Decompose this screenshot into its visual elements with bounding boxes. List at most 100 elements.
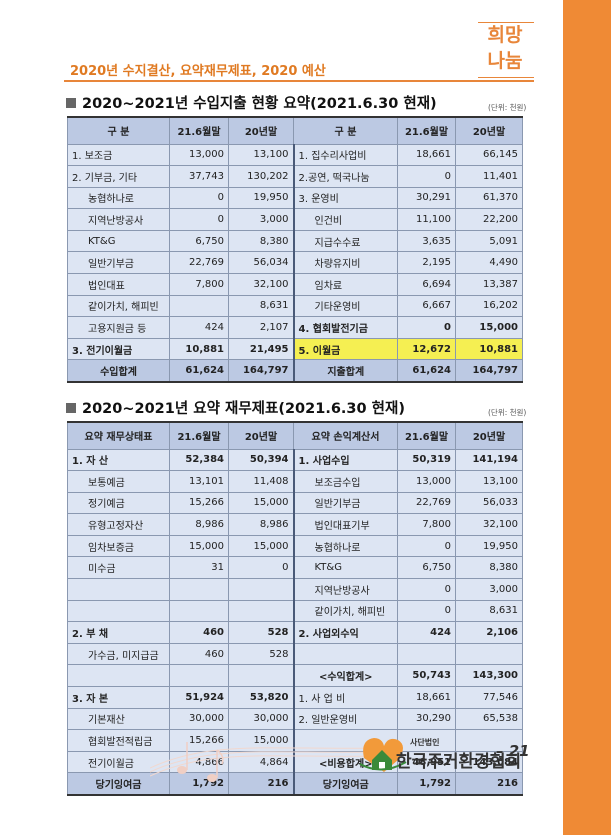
footer-org-name: 한국주거환경협회 (396, 752, 522, 772)
table-cell: <수익합계> (293, 664, 398, 688)
page-number-value: 21 (508, 742, 530, 760)
table-cell (397, 642, 456, 666)
table-cell: 424 (397, 621, 456, 644)
table-cell: 임차료 (293, 273, 398, 296)
square-bullet-icon (66, 98, 76, 108)
table-row: 법인대표 7,800 32,100 임차료 6,694 13,387 (67, 273, 523, 296)
table-cell: 164,797 (228, 359, 295, 383)
table-cell: 유형고정자산 (67, 513, 170, 536)
table-cell: 1. 사업수입 (293, 448, 398, 472)
table-cell (293, 642, 398, 666)
table-total-row: 수입합계 61,624 164,797 지출합계 61,624 164,797 (67, 359, 523, 383)
table-cell: 528 (228, 621, 295, 644)
table-cell: 보조금수입 (293, 470, 398, 493)
table-cell: 15,000 (228, 491, 295, 515)
table-cell: 2,195 (397, 251, 456, 275)
table-cell: 3. 운영비 (293, 186, 398, 210)
orange-side-bar (563, 0, 611, 835)
table-cell: 22,769 (397, 491, 456, 515)
table-cell: 2,107 (228, 316, 295, 339)
table-cell: 전기이월금 (67, 750, 170, 774)
table-cell: 농협하나로 (67, 186, 170, 210)
table-cell: 2. 사업외수익 (293, 621, 398, 644)
table-cell: 50,394 (228, 448, 295, 472)
table-cell: 기타운영비 (293, 294, 398, 318)
col-header: 20년말 (455, 421, 523, 450)
table-cell (228, 599, 295, 623)
table-cell: 31 (169, 556, 229, 580)
col-header: 20년말 (228, 116, 294, 145)
table-cell: 2.공연, 떡국나눔 (293, 165, 398, 188)
table-cell: 0 (397, 316, 456, 339)
table-cell: 13,000 (397, 470, 456, 493)
house-heart-logo-icon (359, 738, 407, 772)
square-bullet-icon (66, 403, 76, 413)
table-cell: 13,100 (455, 470, 523, 493)
table-row: 1. 자 산 52,384 50,394 1. 사업수입 50,319 141,194 (67, 448, 523, 472)
table-row: 일반기부금 22,769 56,034 차량유지비 2,195 4,490 (67, 251, 523, 275)
table-cell: 0 (169, 186, 229, 210)
table-cell: 15,000 (455, 316, 523, 339)
table-cell: 3,000 (228, 208, 295, 231)
table-cell: 15,000 (169, 534, 229, 558)
table-cell (67, 664, 170, 688)
table-cell: 일반기부금 (293, 491, 398, 515)
table-cell: 일반기부금 (67, 251, 170, 275)
table-cell: 1. 사 업 비 (293, 686, 398, 709)
table-cell: 같이가치, 해피빈 (293, 599, 398, 623)
table-cell: 13,000 (169, 143, 229, 167)
table-cell: KT&G (293, 556, 398, 580)
table-cell (455, 729, 523, 752)
col-header: 20년말 (228, 421, 294, 450)
table-cell: 1. 집수리사업비 (293, 143, 398, 167)
table-cell: 수입합계 (67, 359, 170, 383)
table-cell: 10,881 (169, 337, 229, 361)
table-cell: 8,631 (228, 294, 295, 318)
col-header: 21.6월말 (397, 421, 456, 450)
table-cell: 7,800 (169, 273, 229, 296)
table-cell: 8,986 (228, 513, 295, 536)
table-cell: 22,200 (455, 208, 523, 231)
table-cell: 1. 자 산 (67, 448, 170, 472)
income-expense-table: 구 분 21.6월말 20년말 구 분 21.6월말 20년말 1. 보조금 13… (67, 116, 523, 383)
table-row: 2. 부 채 460 528 2. 사업외수익 424 2,106 (67, 621, 523, 644)
table-cell: 당기잉여금 (293, 772, 398, 796)
table-cell: 141,194 (455, 448, 523, 472)
table-cell: 6,750 (397, 556, 456, 580)
financial-statement-table: 요약 재무상태표 21.6월말 20년말 요약 손익계산서 21.6월말 20년… (67, 421, 523, 796)
table-cell: 56,033 (455, 491, 523, 515)
table-cell: 11,408 (228, 470, 295, 493)
corner-title-line1: 희망 (487, 24, 523, 46)
col-header: 요약 손익계산서 (293, 421, 398, 450)
table-row: 보통예금 13,101 11,408 보조금수입 13,000 13,100 (67, 470, 523, 493)
table-cell: 6,667 (397, 294, 456, 318)
table-cell: 15,266 (169, 491, 229, 515)
corner-title: 희망 나눔 (480, 22, 530, 74)
table-cell: 53,820 (228, 686, 295, 709)
table-cell: 30,290 (397, 707, 456, 731)
col-header: 요약 재무상태표 (67, 421, 170, 450)
table-cell: 8,380 (455, 556, 523, 580)
table-cell: 61,624 (169, 359, 229, 383)
table-cell: 130,202 (228, 165, 295, 188)
table-cell: 61,370 (455, 186, 523, 210)
table-cell: 32,100 (228, 273, 295, 296)
table-cell: 11,401 (455, 165, 523, 188)
table-cell (455, 642, 523, 666)
table-cell: 37,743 (169, 165, 229, 188)
table-cell: 지역난방공사 (67, 208, 170, 231)
table-cell: 50,743 (397, 664, 456, 688)
table-row: 3. 전기이월금 10,881 21,495 5. 이월금 12,672 10,881 (67, 337, 523, 361)
table-cell: 30,000 (228, 707, 295, 731)
table-cell: 216 (455, 772, 523, 796)
page-number: – 21 (496, 742, 530, 760)
table-cell: 당기잉여금 (67, 772, 170, 796)
table-cell: 3,635 (397, 229, 456, 253)
table-row: 고용지원금 등 424 2,107 4. 협회발전기금 0 15,000 (67, 316, 523, 339)
table-cell: 5. 이월금 (293, 337, 398, 361)
table-cell: 528 (228, 642, 295, 666)
table-cell: 32,100 (455, 513, 523, 536)
table-cell: 1. 보조금 (67, 143, 170, 167)
table-cell: 13,101 (169, 470, 229, 493)
table-cell: 15,000 (228, 534, 295, 558)
